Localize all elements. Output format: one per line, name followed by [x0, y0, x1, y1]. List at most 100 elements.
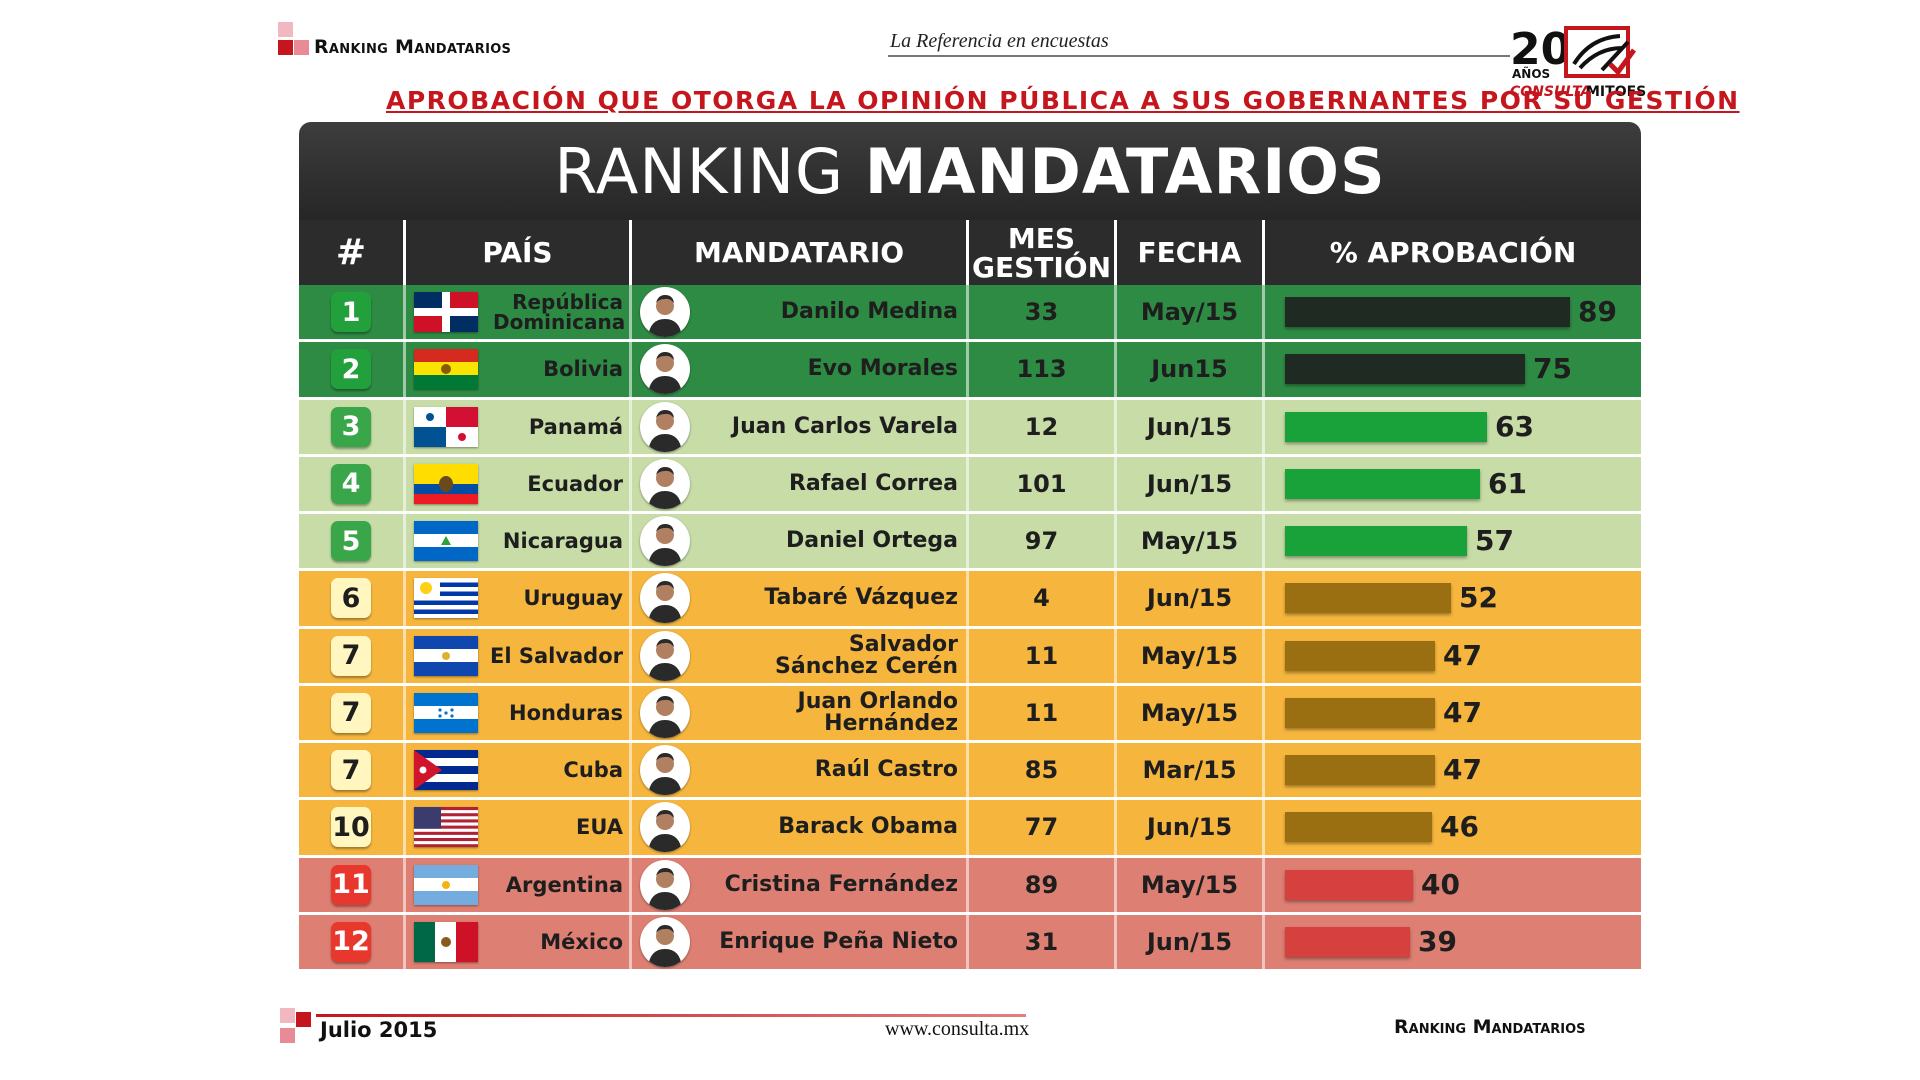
survey-date: May/15	[1114, 285, 1262, 340]
survey-date: May/15	[1114, 857, 1262, 912]
rank-badge: 7	[331, 750, 371, 791]
brand-logo: 20 AÑOS CONSULTA MITOFSKY	[1510, 24, 1668, 102]
country-name: Ecuador	[527, 471, 623, 496]
leader-name: Daniel Ortega	[785, 528, 958, 554]
months-in-office: 77	[966, 800, 1114, 855]
flag-slv-icon	[414, 635, 478, 676]
flag-hnd-icon	[414, 692, 478, 733]
table-row: 7 Cuba Raúl Castro 85 Mar/15 47	[299, 743, 1641, 798]
survey-date: May/15	[1114, 514, 1262, 569]
survey-date: May/15	[1114, 628, 1262, 683]
months-in-office: 12	[966, 399, 1114, 454]
leader-name: Raúl Castro	[814, 757, 958, 783]
country-name: Cuba	[563, 758, 623, 783]
footer-divider	[316, 1014, 1026, 1017]
rank-badge: 11	[331, 864, 371, 905]
leader-photo-icon	[640, 859, 690, 910]
rank-cell: 5	[299, 514, 403, 568]
flag-mex-icon	[414, 921, 478, 962]
approval-value: 57	[1475, 524, 1514, 558]
brand-years: AÑOS	[1512, 66, 1550, 81]
rank-badge: 6	[331, 578, 371, 619]
country-name: El Salvador	[489, 643, 623, 668]
column-header-leader: MANDATARIO	[629, 220, 966, 285]
country-cell: Argentina	[403, 857, 629, 912]
leader-name: Juan Orlando Hernández	[797, 688, 958, 736]
approval-value: 46	[1440, 810, 1479, 844]
rank-cell: 3	[299, 400, 403, 454]
footer-title: Ranking Mandatarios	[1394, 1016, 1586, 1038]
leader-photo-icon	[640, 516, 690, 567]
rank-cell: 6	[299, 571, 403, 625]
footer-url[interactable]: www.consulta.mx	[885, 1018, 1030, 1040]
approval-cell: 40	[1262, 857, 1641, 912]
column-header-rank: #	[299, 220, 403, 285]
flag-ecu-icon	[414, 463, 478, 504]
leader-cell: Danilo Medina	[629, 285, 966, 340]
months-in-office: 4	[966, 571, 1114, 626]
rank-cell: 10	[299, 800, 403, 854]
panel-title: RANKING MANDATARIOS	[299, 122, 1641, 220]
survey-date: Jun/15	[1114, 399, 1262, 454]
leader-name: Salvador Sánchez Cerén	[775, 631, 958, 679]
approval-bar	[1285, 411, 1487, 442]
country-name: Bolivia	[543, 357, 623, 382]
footer-logo-squares	[280, 1008, 311, 1048]
column-header-approval: % APROBACIÓN	[1262, 220, 1641, 285]
rank-badge: 7	[331, 635, 371, 676]
column-header-months-line1: MES	[1007, 221, 1076, 255]
column-header-months: MES GESTIÓN	[966, 220, 1114, 285]
footer-date: Julio 2015	[320, 1018, 438, 1042]
approval-cell: 47	[1262, 743, 1641, 798]
approval-bar	[1285, 926, 1410, 957]
months-in-office: 97	[966, 514, 1114, 569]
months-in-office: 113	[966, 342, 1114, 397]
approval-bar	[1285, 697, 1435, 728]
leader-name: Juan Carlos Varela	[731, 413, 958, 439]
leader-cell: Barack Obama	[629, 800, 966, 855]
rank-badge: 7	[331, 692, 371, 733]
table-row: 11 Argentina Cristina Fernández 89 May/15 40	[299, 857, 1641, 912]
country-cell: México	[403, 914, 629, 969]
survey-date: May/15	[1114, 685, 1262, 740]
table-row: 5 Nicaragua Daniel Ortega 97 May/15 57	[299, 514, 1641, 569]
leader-cell: Enrique Peña Nieto	[629, 914, 966, 969]
approval-cell: 39	[1262, 914, 1641, 969]
leader-cell: Juan Carlos Varela	[629, 399, 966, 454]
leader-cell: Rafael Correa	[629, 456, 966, 511]
approval-bar	[1285, 755, 1435, 786]
flag-arg-icon	[414, 864, 478, 905]
brand-consulta: CONSULTA	[1510, 84, 1591, 100]
leader-cell: Daniel Ortega	[629, 514, 966, 569]
flag-pan-icon	[414, 406, 478, 447]
approval-bar	[1285, 812, 1432, 843]
approval-value: 61	[1488, 466, 1527, 500]
country-name: México	[540, 929, 623, 954]
rank-cell: 12	[299, 915, 403, 969]
approval-cell: 46	[1262, 800, 1641, 855]
leader-photo-icon	[640, 401, 690, 452]
panel-title-bold: MANDATARIOS	[864, 134, 1386, 208]
table-row: 6 Uruguay Tabaré Vázquez 4 Jun/15 52	[299, 571, 1641, 626]
rank-cell: 7	[299, 743, 403, 797]
approval-cell: 47	[1262, 685, 1641, 740]
brand-mark-icon	[1572, 34, 1630, 72]
approval-cell: 89	[1262, 285, 1641, 340]
survey-date: Jun15	[1114, 342, 1262, 397]
country-name: Argentina	[505, 872, 623, 897]
approval-bar	[1285, 526, 1467, 557]
months-in-office: 85	[966, 743, 1114, 798]
months-in-office: 11	[966, 628, 1114, 683]
approval-value: 75	[1533, 352, 1572, 386]
approval-bar	[1285, 468, 1480, 499]
approval-value: 89	[1578, 295, 1617, 329]
brand-number: 20	[1510, 24, 1571, 75]
rank-cell: 7	[299, 686, 403, 740]
rank-badge: 10	[331, 807, 371, 848]
leader-cell: Tabaré Vázquez	[629, 571, 966, 626]
rank-badge: 4	[331, 463, 371, 504]
country-cell: Honduras	[403, 685, 629, 740]
months-in-office: 11	[966, 685, 1114, 740]
leader-name: Cristina Fernández	[724, 871, 958, 897]
country-cell: Cuba	[403, 743, 629, 798]
